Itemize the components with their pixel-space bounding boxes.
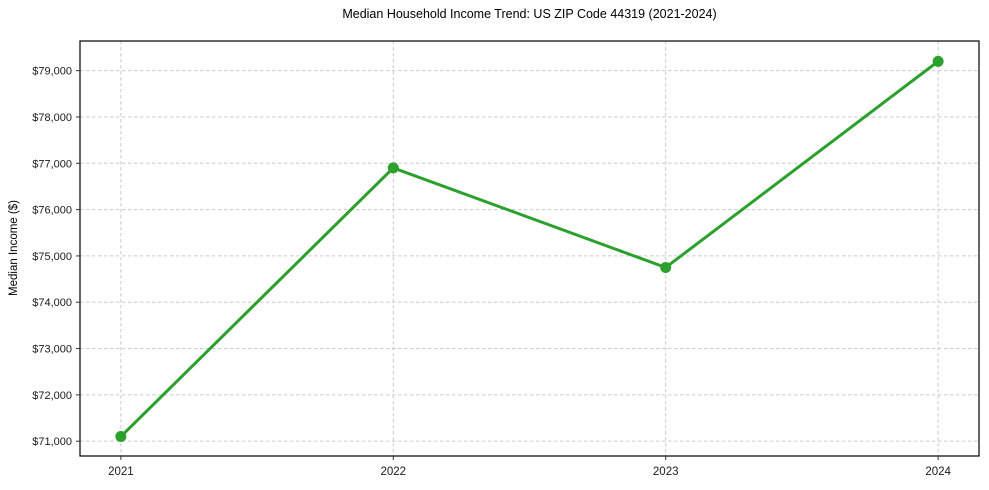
- y-tick-label: $72,000: [32, 390, 72, 402]
- x-tick-label: 2022: [380, 466, 406, 478]
- data-point: [115, 431, 127, 443]
- plot-border: [79, 40, 980, 457]
- y-tick-label: $76,000: [32, 205, 72, 217]
- y-tick-label: $75,000: [32, 251, 72, 263]
- x-tick-label: 2023: [653, 466, 679, 478]
- y-axis-label: Median Income ($): [8, 200, 20, 296]
- y-tick-label: $71,000: [32, 436, 72, 448]
- data-point: [387, 162, 399, 174]
- y-tick-label: $78,000: [32, 112, 72, 124]
- y-tick-label: $77,000: [32, 158, 72, 170]
- y-tick-label: $79,000: [32, 66, 72, 78]
- trend-line: [119, 59, 940, 439]
- data-point: [660, 261, 672, 273]
- data-point: [932, 55, 944, 67]
- y-tick-label: $73,000: [32, 344, 72, 356]
- y-tick-label: $74,000: [32, 297, 72, 309]
- x-tick-label: 2021: [108, 466, 134, 478]
- x-tick-label: 2024: [925, 466, 951, 478]
- chart-title: Median Household Income Trend: US ZIP Co…: [342, 7, 717, 21]
